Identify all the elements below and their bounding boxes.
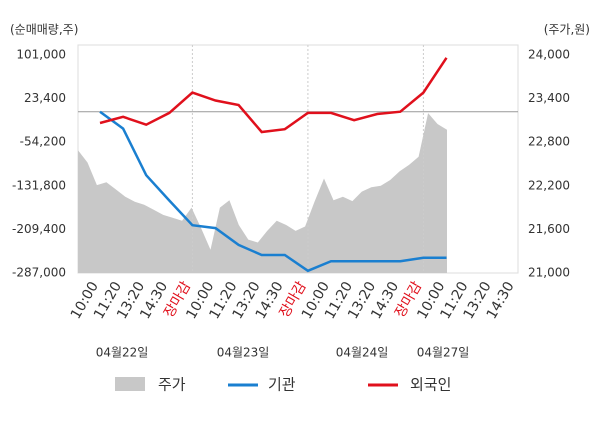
legend-label: 주가 (158, 376, 186, 394)
series-line (99, 57, 448, 134)
legend-label: 외국인 (410, 376, 451, 394)
legend-label: 기관 (268, 376, 296, 394)
y2-tick-label: 22,200 (528, 178, 570, 192)
y-tick-label: 101,000 (16, 48, 66, 62)
y-tick-label: -54,200 (20, 135, 66, 149)
y-tick-label: -287,000 (12, 266, 66, 280)
legend-swatch (115, 377, 145, 391)
date-label: 04월22일 (96, 346, 149, 360)
date-label: 04월27일 (417, 346, 470, 360)
y2-tick-label: 22,800 (528, 135, 570, 149)
price-area (78, 113, 447, 273)
y-tick-label: 23,400 (24, 91, 66, 105)
date-label: 04월24일 (336, 346, 389, 360)
y2-tick-label: 23,400 (528, 91, 570, 105)
y2-tick-label: 24,000 (528, 48, 570, 62)
y-axis-title: (순매매량,주) (10, 23, 78, 37)
series-line (99, 110, 447, 273)
y2-tick-label: 21,600 (528, 222, 570, 236)
date-label: 04월23일 (217, 346, 270, 360)
y2-axis-title: (주가,원) (544, 23, 590, 37)
y-tick-label: -209,400 (12, 222, 66, 236)
y2-tick-label: 21,000 (528, 266, 570, 280)
y-tick-label: -131,800 (12, 178, 66, 192)
